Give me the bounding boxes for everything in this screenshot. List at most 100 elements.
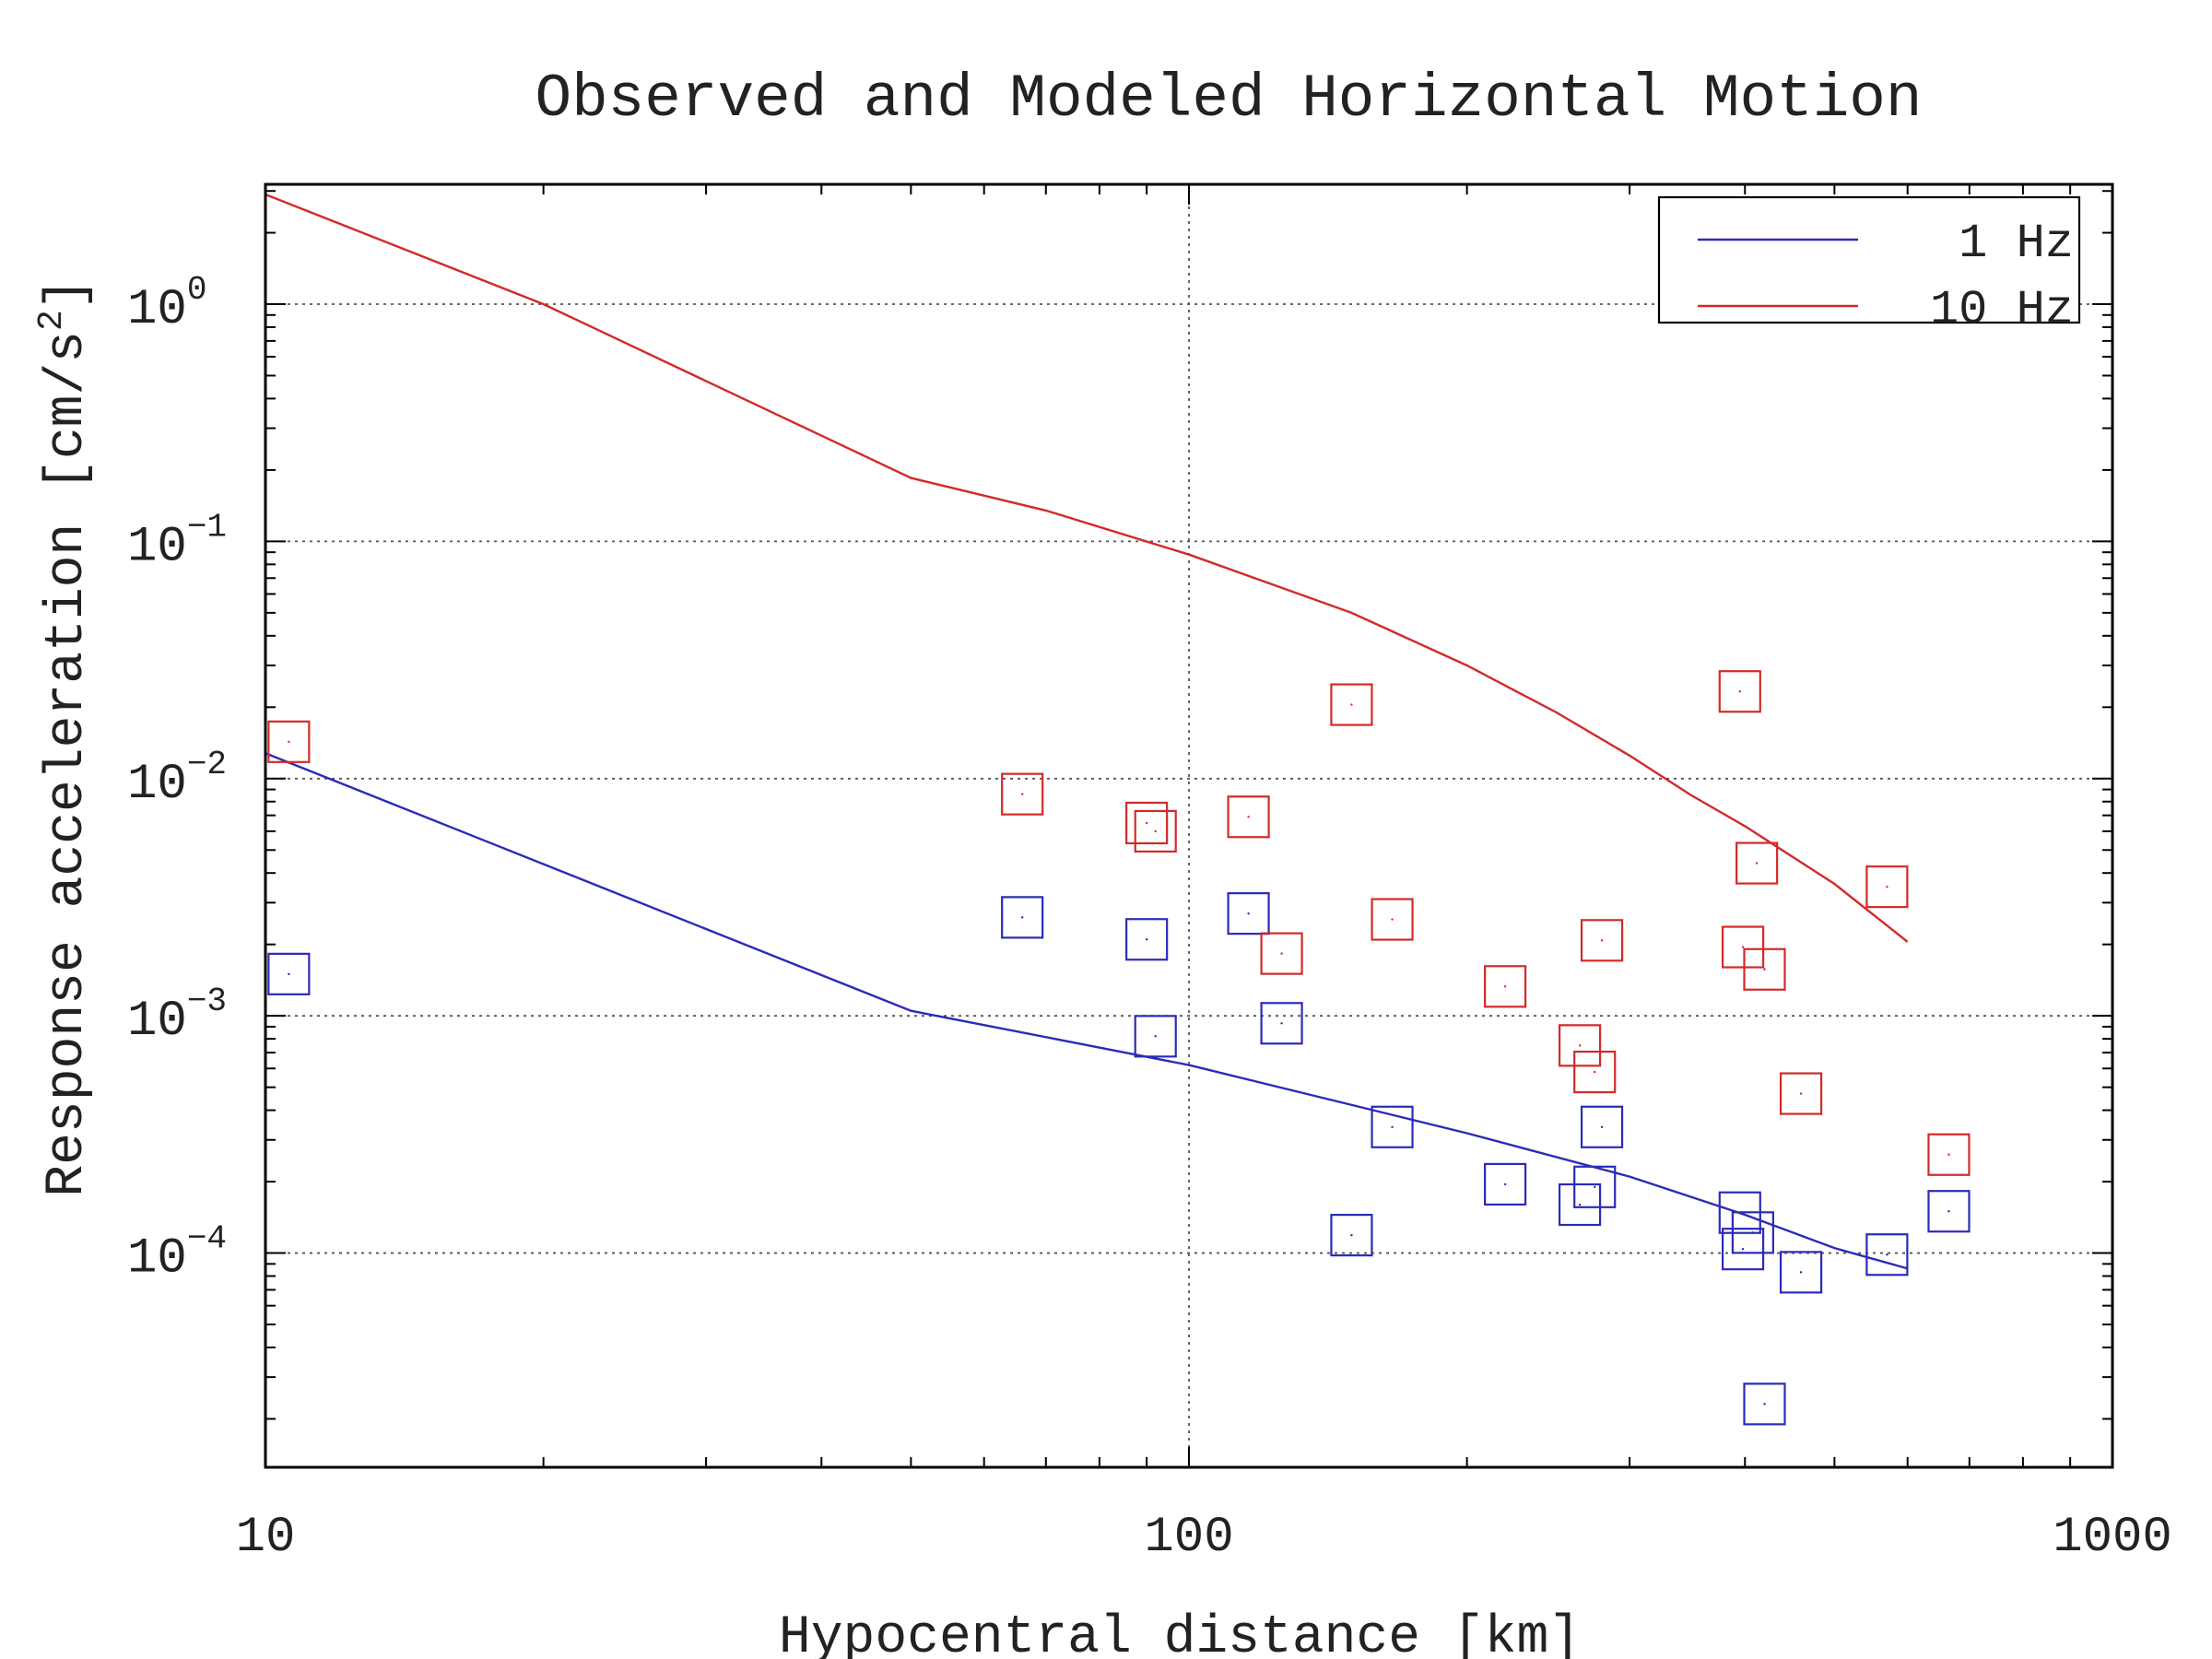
observed-point	[1371, 898, 1414, 941]
observed-point-center	[1600, 1125, 1604, 1128]
observed-point-center	[1503, 1182, 1507, 1186]
observed-point-center	[1578, 1203, 1582, 1206]
observed-point-center	[1600, 939, 1604, 942]
observed-point-center	[1755, 862, 1759, 865]
observed-point-center	[1391, 1125, 1394, 1128]
observed-point-center	[1594, 1070, 1596, 1074]
observed-point	[1721, 925, 1765, 969]
observed-point-center	[288, 972, 290, 976]
observed-point	[267, 952, 311, 995]
observed-point-center	[1020, 916, 1024, 919]
observed-point	[1371, 1105, 1414, 1148]
observed-point	[1743, 947, 1786, 991]
y-tick-label: 100	[127, 271, 206, 338]
observed-point-center	[1280, 1022, 1283, 1025]
observed-point-center	[1741, 946, 1745, 948]
observed-point	[1227, 892, 1270, 935]
observed-point	[1558, 1024, 1602, 1067]
observed-point-center	[1947, 1210, 1950, 1213]
observed-point-center	[1154, 830, 1157, 833]
y-axis-label-text: Response acceleration [cm/s	[38, 331, 98, 1197]
observed-point	[1721, 1228, 1765, 1271]
y-tick-base: 10	[127, 1231, 187, 1288]
observed-point	[1260, 932, 1303, 975]
observed-point-center	[1145, 938, 1148, 941]
y-tick-label: 10−4	[127, 1220, 227, 1288]
observed-point-center	[1799, 1271, 1803, 1274]
observed-point-center	[1350, 703, 1353, 706]
y-tick-base: 10	[127, 994, 187, 1050]
observed-point	[1865, 1233, 1909, 1277]
observed-point-center	[1145, 821, 1148, 825]
observed-point	[1573, 1165, 1617, 1208]
x-tick-label: 10	[236, 1510, 296, 1566]
observed-point-center	[1578, 1044, 1582, 1047]
observed-point	[1580, 919, 1624, 962]
observed-point-center	[1247, 912, 1250, 915]
observed-point	[1001, 896, 1044, 939]
observed-point-center	[1280, 952, 1283, 955]
observed-point	[1125, 918, 1169, 961]
observed-point-center	[1594, 1185, 1596, 1189]
observed-point	[1927, 1133, 1971, 1176]
observed-point-center	[1751, 1231, 1755, 1234]
observed-point	[1779, 1251, 1823, 1294]
observed-point	[1484, 965, 1527, 1008]
y-axis-label: Response acceleration [cm/s2]	[32, 277, 98, 1196]
observed-point-center	[1741, 1247, 1745, 1251]
y-axis-label-end: ]	[38, 277, 98, 310]
observed-point-center	[1799, 1092, 1803, 1095]
y-axis-label-superscript: 2	[32, 310, 72, 331]
observed-point-center	[1763, 1403, 1766, 1406]
observed-point-center	[1763, 968, 1766, 971]
observed-point	[1735, 841, 1779, 885]
y-tick-exponent: −2	[187, 746, 227, 783]
grid-lines	[265, 184, 2112, 1467]
legend-label-0: 1 Hz	[1959, 217, 2074, 271]
observed-point-center	[1503, 985, 1507, 988]
y-tick-label: 10−3	[127, 982, 227, 1050]
observed-point	[1134, 1015, 1177, 1058]
y-tick-exponent: −3	[187, 982, 227, 1020]
observed-point	[1865, 865, 1909, 909]
observed-point	[1125, 801, 1169, 845]
observed-point	[1484, 1162, 1527, 1206]
observed-point	[1330, 683, 1373, 726]
observed-point	[267, 720, 311, 763]
y-tick-exponent: 0	[187, 271, 207, 309]
x-tick-label: 100	[1144, 1510, 1233, 1566]
legend: 1 Hz 10 Hz	[1657, 195, 2081, 337]
observed-point	[1927, 1190, 1971, 1233]
y-tick-label: 10−2	[127, 746, 227, 813]
x-axis-label: Hypocentral distance [km]	[779, 1608, 1581, 1659]
model-line-1	[265, 193, 1909, 943]
y-tick-exponent: −1	[187, 508, 227, 546]
observed-point	[1330, 1214, 1373, 1257]
observed-point-center	[1947, 1153, 1950, 1156]
observed-point	[1001, 772, 1044, 816]
observed-point	[1580, 1105, 1624, 1148]
observed-point	[1573, 1050, 1617, 1094]
observed-point	[1260, 1002, 1303, 1045]
observed-point	[1134, 809, 1177, 853]
observed-point	[1718, 670, 1761, 713]
observed-point	[1779, 1072, 1823, 1115]
observed-point-center	[1391, 918, 1394, 921]
legend-box	[1657, 195, 2081, 324]
plot-area	[265, 193, 1971, 1426]
observed-point	[1558, 1182, 1602, 1227]
observed-point-center	[1886, 1253, 1888, 1256]
legend-label-1: 10 Hz	[1930, 283, 2074, 337]
observed-point-center	[1020, 793, 1024, 795]
observed-point-center	[1738, 690, 1741, 693]
observed-point-center	[1247, 816, 1250, 818]
observed-point-center	[1350, 1233, 1353, 1237]
observed-point-center	[1154, 1035, 1157, 1038]
y-tick-exponent: −4	[187, 1220, 227, 1258]
model-line-0	[265, 752, 1909, 1270]
y-tick-base: 10	[127, 519, 187, 575]
chart-title: Observed and Modeled Horizontal Motion	[535, 65, 1922, 134]
x-tick-label: 1000	[2053, 1510, 2172, 1566]
y-tick-base: 10	[127, 282, 187, 338]
